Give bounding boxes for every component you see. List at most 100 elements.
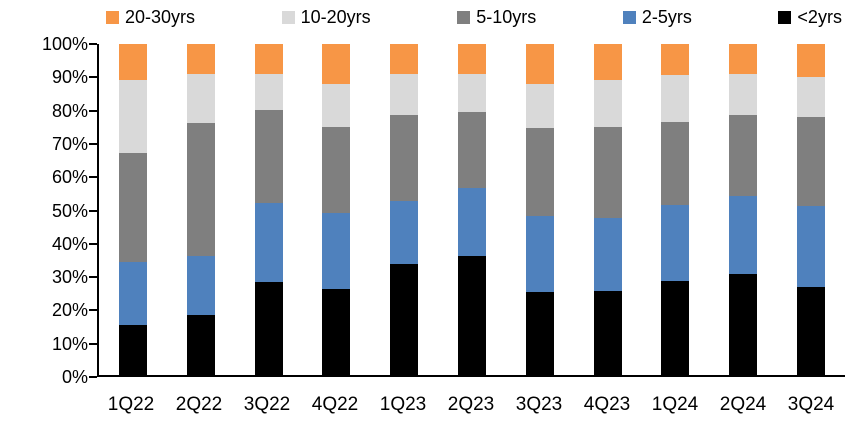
bar-segment-20-30yrs <box>322 44 351 84</box>
x-tick-label-1Q22: 1Q22 <box>107 394 155 415</box>
y-tick-label: 0% <box>61 367 88 387</box>
y-tick-label: 20% <box>51 300 88 321</box>
y-tick-label: 40% <box>51 233 88 254</box>
x-axis: 1Q22 2Q22 3Q22 4Q22 1Q23 2Q23 3Q23 4Q23 1Q24 2Q24… <box>97 392 845 418</box>
legend-item-5: <2yrs <box>778 5 842 29</box>
bar-segment-5-10yrs <box>118 153 147 263</box>
y-tick-label: 90% <box>51 67 88 88</box>
y-tick-mark <box>89 342 97 345</box>
bar-segment-10-20yrs <box>661 75 690 122</box>
y-tick-mark <box>89 242 97 245</box>
bar-segment-10-20yrs <box>729 73 758 116</box>
bar-column-2Q22 <box>167 44 235 375</box>
y-tick-mark <box>89 309 97 312</box>
bar-segment-5-10yrs <box>797 116 826 207</box>
legend-swatch-icon <box>106 10 119 24</box>
bars-row <box>99 44 845 375</box>
y-tick-label: 30% <box>51 267 88 288</box>
x-tick-label-4Q22: 4Q22 <box>311 394 359 415</box>
bar-segment-2-5yrs <box>186 255 215 316</box>
bar-segment-2-5yrs <box>797 206 826 288</box>
bar-segment-10-20yrs <box>186 73 215 124</box>
bar-segment-2-5yrs <box>593 217 622 291</box>
bar-stack <box>390 44 419 375</box>
bar-segment-5-10yrs <box>729 115 758 197</box>
x-tick-label-4Q23: 4Q23 <box>583 394 631 415</box>
bar-column-1Q24 <box>642 44 710 375</box>
bar-segment-5-10yrs <box>186 123 215 256</box>
bar-segment-5-10yrs <box>322 126 351 213</box>
legend-label: 5-10yrs <box>476 7 537 27</box>
y-tick-mark <box>89 176 97 179</box>
bar-column-3Q23 <box>506 44 574 375</box>
legend-item-4: 2-5yrs <box>622 5 692 29</box>
bar-stack <box>322 44 351 375</box>
bar-segment-5-10yrs <box>254 110 283 203</box>
bar-column-4Q23 <box>574 44 642 375</box>
bar-segment-20-30yrs <box>593 44 622 81</box>
y-tick-mark <box>89 209 97 212</box>
bar-stack <box>661 44 690 375</box>
bar-column-2Q23 <box>438 44 506 375</box>
bar-stack <box>729 44 758 375</box>
bar-segment-10-20yrs <box>390 73 419 116</box>
bar-segment-5-10yrs <box>457 111 486 188</box>
bar-segment-2-5yrs <box>254 202 283 283</box>
x-tick-label-1Q24: 1Q24 <box>651 394 699 415</box>
bar-stack <box>118 44 147 375</box>
y-tick-label: 100% <box>41 34 88 54</box>
bar-stack <box>525 44 554 375</box>
bar-segment-20-30yrs <box>797 44 826 78</box>
bar-segment-5-10yrs <box>661 121 690 205</box>
y-tick-mark <box>89 109 97 112</box>
x-tick-label-3Q22: 3Q22 <box>243 394 291 415</box>
legend-item-3: 5-10yrs <box>457 5 536 29</box>
bar-segment-20-30yrs <box>254 44 283 74</box>
y-tick-label: 80% <box>51 100 88 121</box>
legend-label: 10-20yrs <box>300 7 371 27</box>
bar-segment-20-30yrs <box>729 44 758 74</box>
bar-column-1Q22 <box>99 44 167 375</box>
legend-item-1: 20-30yrs <box>106 5 195 29</box>
y-tick-label: 10% <box>51 333 88 354</box>
bar-segment-2-5yrs <box>661 204 690 281</box>
x-tick-label-2Q22: 2Q22 <box>175 394 223 415</box>
y-tick-mark <box>89 43 97 45</box>
y-tick-mark <box>89 276 97 279</box>
legend-label: 2-5yrs <box>641 7 692 27</box>
bar-segment-5-10yrs <box>593 126 622 218</box>
bar-segment-<2yrs <box>525 292 554 375</box>
chart-legend: 20-30yrs 10-20yrs 5-10yrs 2-5yrs <2yrs <box>106 5 842 29</box>
bar-segment-5-10yrs <box>525 128 554 217</box>
bar-segment-20-30yrs <box>186 44 215 74</box>
bar-stack <box>186 44 215 375</box>
legend-swatch-icon <box>778 10 792 24</box>
bar-stack <box>254 44 283 375</box>
bar-segment-20-30yrs <box>390 44 419 74</box>
bar-stack <box>593 44 622 375</box>
bar-segment-10-20yrs <box>797 77 826 117</box>
bar-segment-10-20yrs <box>118 80 147 154</box>
x-tick-label-3Q24: 3Q24 <box>787 394 835 415</box>
bar-segment-<2yrs <box>390 264 419 375</box>
y-tick-mark <box>89 376 97 378</box>
bar-segment-20-30yrs <box>525 44 554 84</box>
bar-segment-<2yrs <box>729 274 758 375</box>
bar-segment-2-5yrs <box>118 262 147 326</box>
bar-segment-2-5yrs <box>457 188 486 256</box>
legend-swatch-icon <box>457 10 471 24</box>
bar-column-3Q24 <box>777 44 845 375</box>
bar-segment-20-30yrs <box>661 44 690 76</box>
bar-segment-<2yrs <box>593 290 622 375</box>
x-tick-label-2Q23: 2Q23 <box>447 394 495 415</box>
bar-segment-10-20yrs <box>322 83 351 127</box>
y-axis: 0% 10% 20% 30% 40% 50% 60% 70% 80% 90% 100% <box>0 0 88 431</box>
bar-segment-2-5yrs <box>390 201 419 265</box>
y-tick-mark <box>89 76 97 79</box>
bar-segment-<2yrs <box>661 280 690 375</box>
bar-segment-2-5yrs <box>729 196 758 275</box>
x-tick-label-3Q23: 3Q23 <box>515 394 563 415</box>
y-tick-label: 60% <box>51 167 88 188</box>
y-tick-mark <box>89 142 97 145</box>
